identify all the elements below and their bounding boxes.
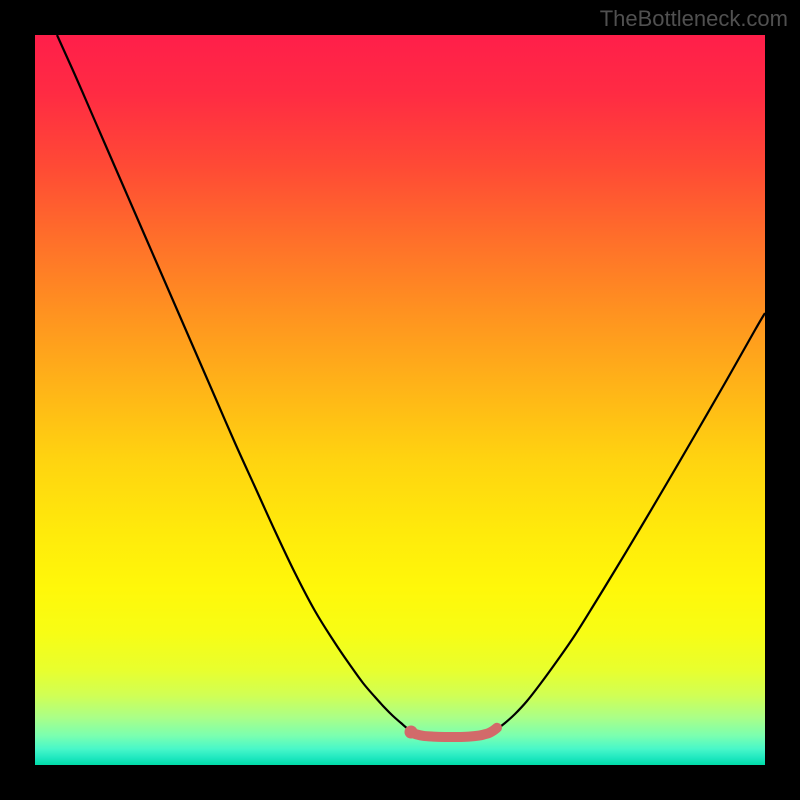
plot-area bbox=[35, 35, 765, 765]
bottleneck-curve bbox=[35, 35, 765, 765]
trough-overlay-dot bbox=[405, 726, 418, 739]
watermark-text: TheBottleneck.com bbox=[600, 6, 788, 32]
curve-path bbox=[57, 35, 765, 736]
trough-overlay-path bbox=[415, 728, 497, 737]
